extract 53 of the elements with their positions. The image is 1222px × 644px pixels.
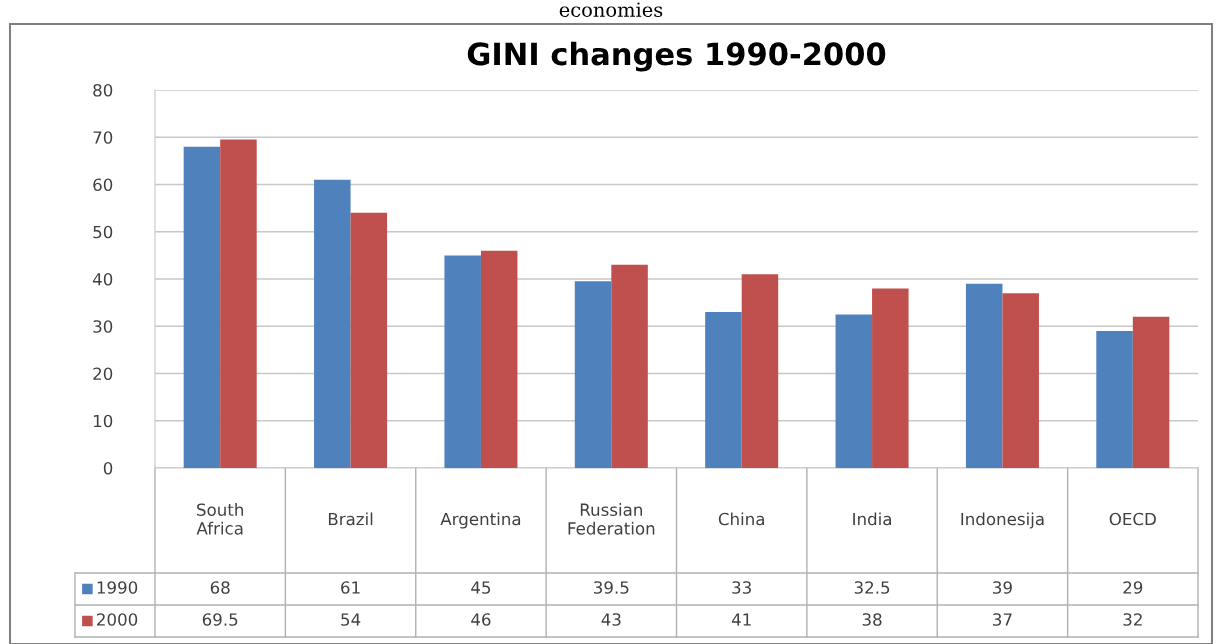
bar: [350, 212, 388, 468]
data-label: 41: [731, 613, 751, 626]
data-label: 32: [1123, 613, 1142, 626]
y-tick-label: 30: [93, 320, 113, 333]
data-label: 39.5: [594, 581, 629, 594]
y-tick-label: 20: [93, 367, 113, 381]
bar: [741, 274, 779, 468]
x-tick-label: India: [853, 512, 891, 526]
bar: [1132, 316, 1170, 468]
bar: [611, 264, 648, 468]
bar: [705, 312, 742, 468]
bar: [183, 146, 221, 468]
x-tick-label: South Africa: [196, 503, 243, 535]
data-label: 43: [601, 613, 621, 626]
bar: [965, 283, 1003, 468]
y-tick-label: 50: [93, 225, 113, 239]
data-label: 39: [993, 581, 1012, 594]
data-label: 68: [210, 581, 230, 594]
bar: [574, 281, 612, 468]
bar: [314, 179, 351, 468]
x-tick-label: OECD: [1109, 512, 1156, 526]
data-label: 33: [732, 581, 751, 594]
x-tick-label: Brazil: [328, 512, 373, 526]
legend-label: 1990: [97, 581, 138, 594]
text: economies: [559, 2, 663, 18]
x-tick-label: Indonesija: [961, 512, 1044, 529]
data-label: 61: [341, 581, 360, 594]
y-tick-label: 70: [93, 131, 113, 144]
x-tick-label: Russian Federation: [568, 503, 655, 535]
bar: [220, 139, 257, 468]
y-tick-label: 40: [92, 272, 113, 286]
data-label: 29: [1123, 581, 1143, 594]
bar: [1096, 330, 1133, 468]
y-tick-label: 10: [93, 414, 113, 428]
bar: [444, 255, 481, 468]
bar: [835, 314, 873, 468]
bar: [480, 250, 518, 468]
data-label: 32.5: [854, 581, 890, 594]
chart-title: GINI changes 1990-2000: [467, 41, 886, 72]
y-tick-label: 80: [93, 83, 113, 97]
data-label: 54: [341, 613, 361, 626]
data-label: 37: [993, 613, 1012, 626]
legend-label: 2000: [97, 613, 138, 626]
x-tick-label: China: [718, 512, 764, 526]
y-tick-label: 0: [103, 461, 113, 475]
data-label: 45: [471, 581, 491, 594]
data-label: 38: [862, 613, 882, 626]
data-label: 69.5: [202, 613, 238, 626]
bar: [872, 288, 909, 468]
y-tick-label: 60: [93, 178, 113, 192]
bar: [1002, 293, 1039, 468]
data-label: 46: [471, 613, 491, 626]
x-tick-label: Argentina: [440, 512, 521, 529]
